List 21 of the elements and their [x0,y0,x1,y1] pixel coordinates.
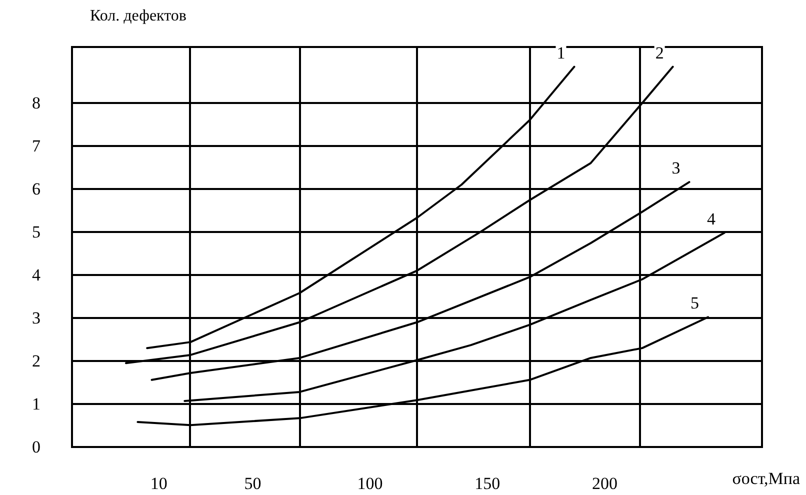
series-label: 4 [706,209,716,228]
x-tick-label: 200 [592,474,618,493]
y-tick-label: 4 [32,265,41,284]
x-tick-label: 100 [357,474,383,493]
y-axis-title: Кол. дефектов [90,8,187,24]
x-tick-label: 10 [150,474,168,493]
y-tick-label: 6 [32,179,40,198]
y-tick-label: 0 [32,438,40,456]
series-label: 3 [672,158,680,178]
y-tick-label: 8 [32,93,40,112]
series-label: 2 [655,43,664,62]
x-tick-label: 50 [244,474,262,493]
series-label: 1 [556,43,566,62]
series-label: 5 [690,294,700,313]
y-tick-label: 5 [32,222,40,242]
x-tick-label: 150 [474,474,500,493]
y-tick-label: 1 [32,394,40,414]
y-tick-label: 2 [32,351,40,370]
y-tick-label: 3 [32,308,40,328]
y-tick-label: 7 [32,136,41,156]
x-axis-title: σост,Мпа [732,469,800,488]
